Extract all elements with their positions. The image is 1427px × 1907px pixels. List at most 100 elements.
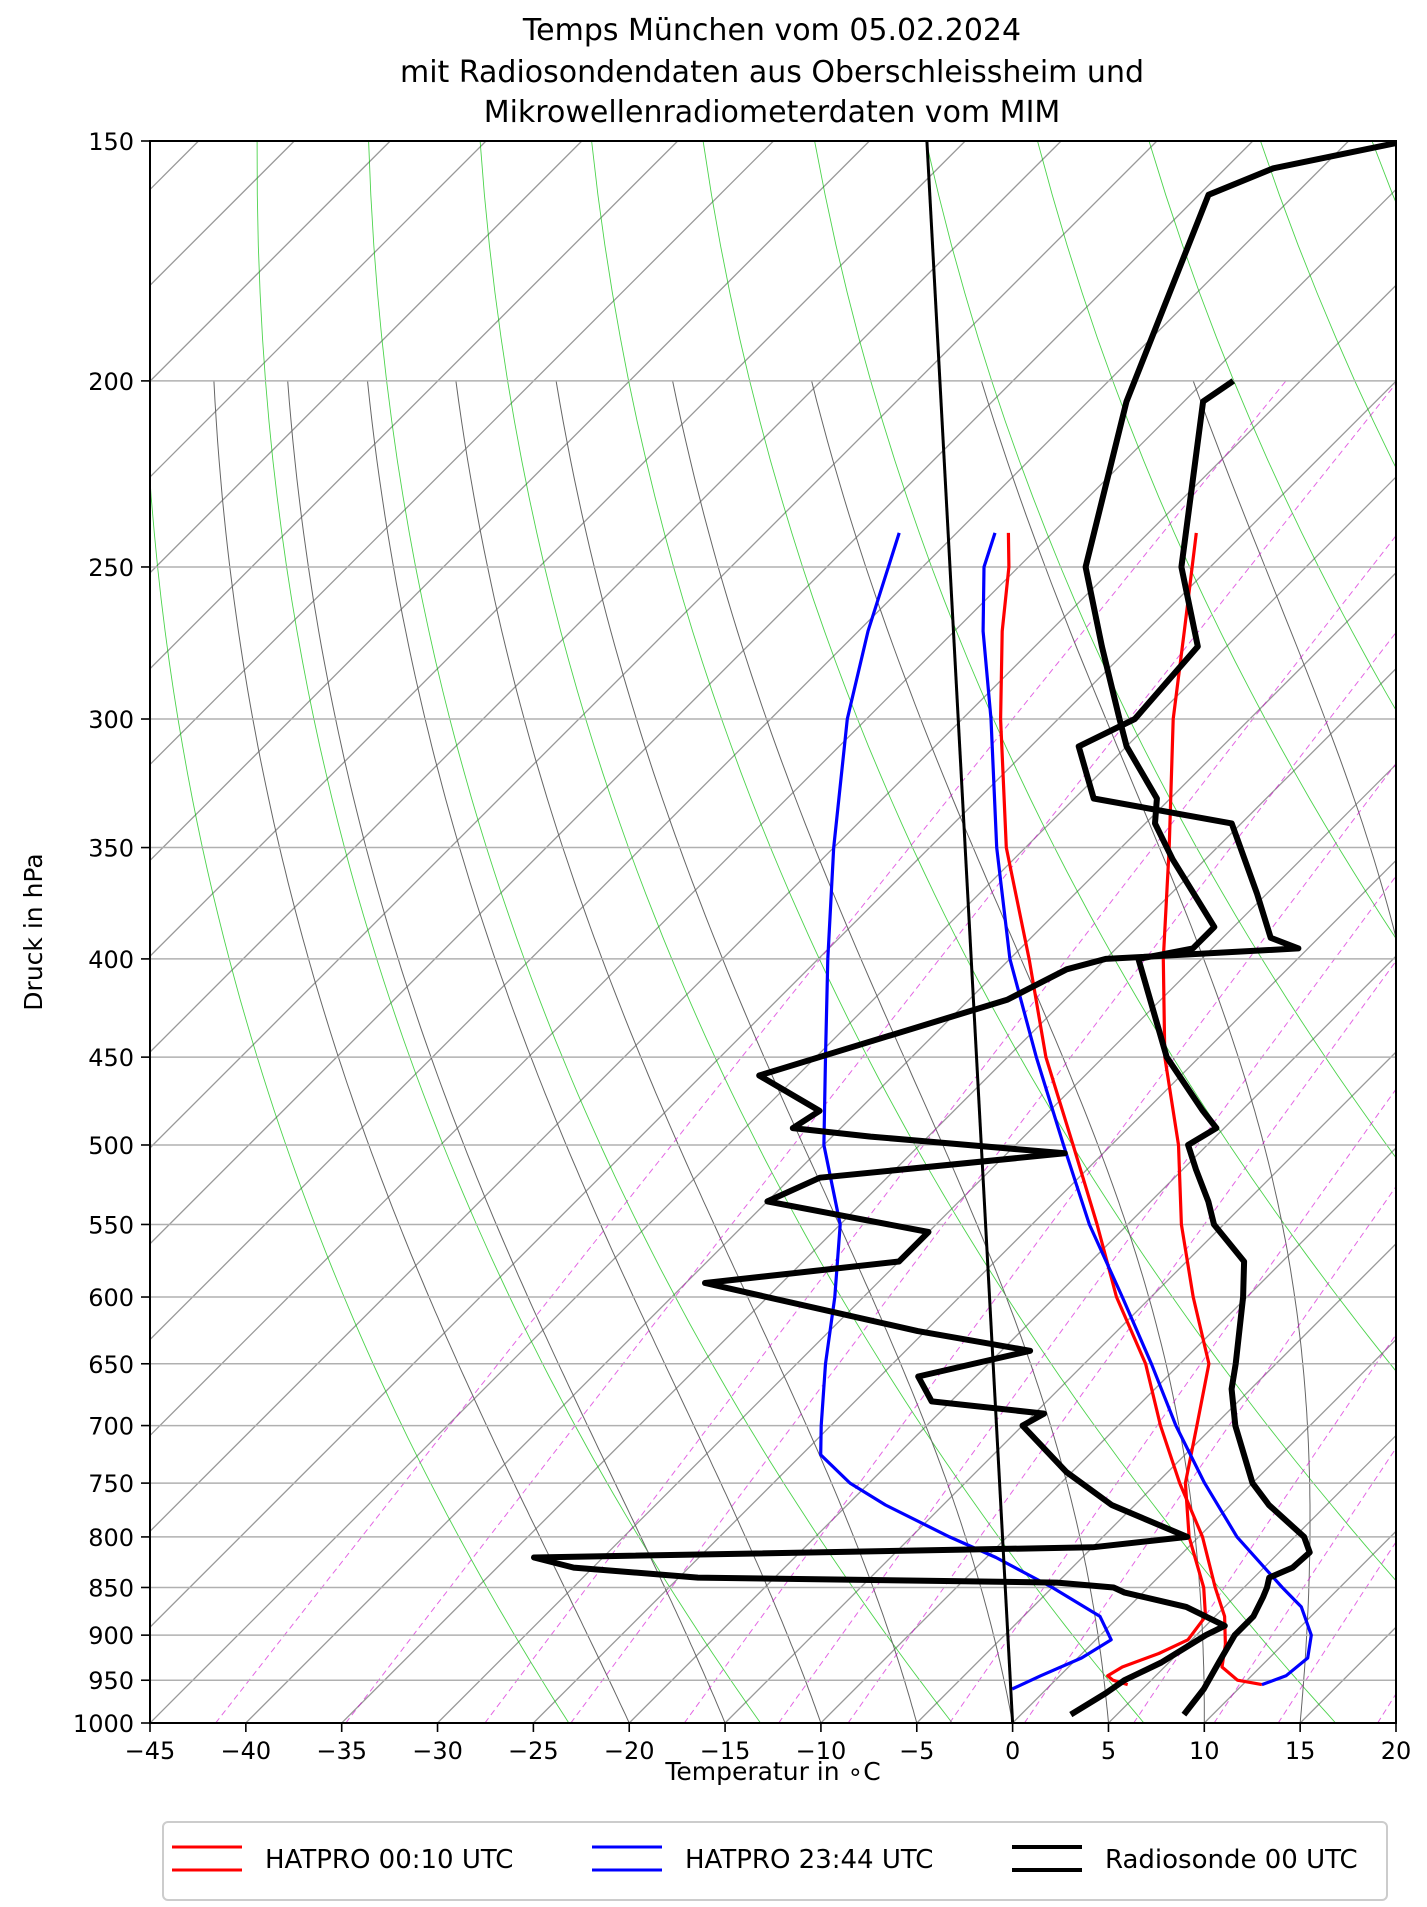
moist-adiabat-line — [1192, 380, 1396, 1723]
isotherm-line — [150, 141, 870, 862]
dry-adiabat-line — [814, 141, 1396, 1372]
y-tick-label: 700 — [88, 1413, 134, 1441]
dry-adiabat-line — [702, 141, 1396, 1582]
x-tick-label: −5 — [899, 1737, 934, 1765]
dry-adiabat-line — [591, 141, 1336, 1723]
isotherm-line — [820, 1146, 1396, 1723]
isotherm-line — [150, 141, 1254, 1245]
mixing-ratio-line — [1213, 1447, 1396, 1723]
dry-adiabat-line — [1371, 141, 1396, 204]
y-tick-label: 300 — [88, 706, 134, 734]
isotherm-line — [150, 141, 583, 574]
series-temperature-radiosonde-00-utc — [531, 378, 1302, 1718]
isotherm-line — [437, 763, 1396, 1723]
isotherm-line — [724, 1051, 1396, 1723]
isotherm-line — [150, 141, 1158, 1149]
isotherm-line — [150, 188, 1396, 1437]
mixing-ratio-line — [345, 382, 1396, 1723]
dry-adiabat-line — [368, 141, 953, 1723]
x-tick-label: −45 — [125, 1737, 176, 1765]
y-tick-label: 500 — [88, 1132, 134, 1160]
isotherm-line — [150, 141, 966, 958]
x-tick-label: −20 — [604, 1737, 655, 1765]
title-line-3: Mikrowellenradiometerdaten vom MIM — [484, 95, 1061, 130]
dry-adiabat-line — [150, 473, 570, 1723]
isotherm-line — [1108, 1434, 1396, 1723]
legend-frame — [162, 1821, 1388, 1901]
x-tick-label: 0 — [1005, 1737, 1020, 1765]
y-tick-label: 400 — [88, 946, 134, 974]
isotherm-line — [245, 571, 1396, 1723]
chart-title: Temps München vom 05.02.2024 mit Radioso… — [400, 13, 1144, 130]
legend-label-radiosonde: Radiosonde 00 UTC — [1105, 1845, 1358, 1875]
y-tick-label: 900 — [88, 1622, 134, 1650]
mixing-ratio-line — [1133, 1333, 1396, 1723]
mixing-ratio-line — [1377, 1692, 1396, 1723]
isotherm-line — [628, 955, 1396, 1723]
series-dewpoint-hatpro-00-10-utc — [999, 532, 1263, 1687]
dry-adiabat-line — [1148, 141, 1396, 712]
series-dewpoint-hatpro-23-44-utc — [981, 532, 1313, 1687]
mixing-ratio-line — [215, 380, 1287, 1723]
isotherm-line — [150, 284, 1396, 1533]
series-temperature-hatpro-23-44-utc — [819, 532, 1113, 1691]
isotherm-line — [150, 476, 1396, 1723]
y-tick-label: 450 — [88, 1044, 134, 1072]
moist-adiabat-line — [213, 380, 630, 1723]
y-tick-label: 350 — [88, 835, 134, 863]
y-tick-label: 650 — [88, 1351, 134, 1379]
dry-adiabat-line — [1037, 141, 1396, 940]
data-series — [531, 141, 1396, 1723]
x-tick-label: −25 — [508, 1737, 559, 1765]
y-tick-label: 950 — [88, 1667, 134, 1695]
x-tick-label: −30 — [412, 1737, 463, 1765]
y-tick-label: 850 — [88, 1574, 134, 1602]
legend-label-hatpro-0010: HATPRO 00:10 UTC — [265, 1845, 513, 1875]
isotherm-line — [150, 380, 1396, 1629]
dry-adiabat-line — [1260, 141, 1396, 469]
series-temperature-hatpro-00-10-utc — [1106, 532, 1211, 1687]
y-axis-label: Druck in hPa — [19, 853, 48, 1010]
x-tick-label: 20 — [1381, 1737, 1412, 1765]
x-tick-label: 15 — [1285, 1737, 1316, 1765]
mixing-ratio-line — [1277, 1541, 1396, 1723]
x-tick-label: −40 — [221, 1737, 272, 1765]
y-tick-label: 600 — [88, 1284, 134, 1312]
legend: HATPRO 00:10 UTC HATPRO 23:44 UTC Radios… — [162, 1821, 1388, 1901]
isotherm-line — [1012, 1338, 1396, 1723]
mixing-ratio-line — [683, 762, 1396, 1723]
pressure-gridlines — [150, 140, 1396, 1724]
y-tick-label: 200 — [88, 368, 134, 396]
series-dewpoint-radiosonde-00-utc — [1082, 141, 1396, 1717]
x-axis-label: Temperatur in ∘C — [664, 1757, 880, 1786]
dry-adiabat-line — [256, 141, 761, 1723]
y-tick-label: 750 — [88, 1470, 134, 1498]
moist-adiabat-line — [555, 380, 1014, 1723]
title-line-2: mit Radiosondendaten aus Oberschleisshei… — [400, 55, 1144, 90]
dry-adiabat-line — [479, 141, 1145, 1723]
isotherm-line — [150, 141, 679, 670]
moist-adiabat-line — [367, 380, 822, 1723]
isotherm-line — [532, 859, 1396, 1723]
x-tick-label: −35 — [316, 1737, 367, 1765]
x-tick-label: 10 — [1189, 1737, 1220, 1765]
plot-frame — [149, 140, 1397, 1724]
series-parcel-parcel — [925, 141, 1015, 1723]
isotherm-line — [150, 141, 774, 766]
y-tick-label: 800 — [88, 1524, 134, 1552]
isotherm-line — [341, 667, 1396, 1723]
mixing-ratio-line — [847, 960, 1396, 1723]
title-line-1: Temps München vom 05.02.2024 — [522, 13, 1021, 48]
isotherm-line — [0, 141, 7, 1723]
x-axis: −45 −40 −35 −30 −25 −20 −15 −10 −5 0 5 10 15 20 — [125, 1723, 1412, 1765]
isotherm-line — [150, 141, 1062, 1054]
legend-label-hatpro-2344: HATPRO 23:44 UTC — [685, 1845, 933, 1875]
isotherm-line — [150, 141, 487, 478]
mixing-ratio-line — [778, 875, 1396, 1723]
isotherm-line — [150, 141, 1350, 1341]
x-tick-label: 5 — [1101, 1737, 1116, 1765]
moist-adiabat-line — [455, 380, 918, 1723]
x-tick-label: −15 — [700, 1737, 751, 1765]
y-tick-label: 1000 — [73, 1710, 134, 1738]
